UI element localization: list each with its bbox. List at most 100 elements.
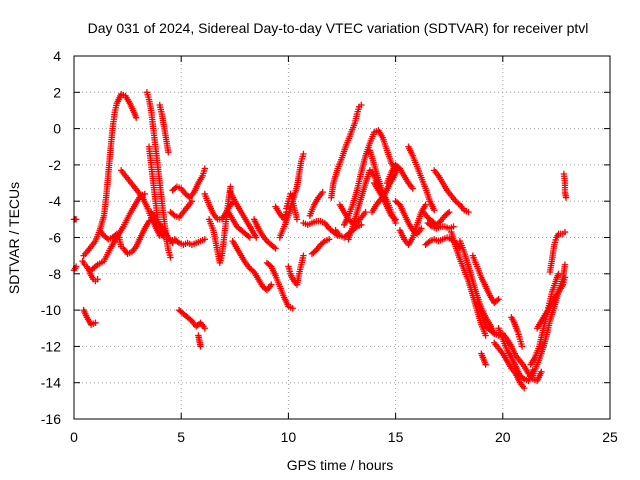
y-tick-label: -12 <box>41 338 61 354</box>
data-point <box>455 200 462 207</box>
data-point <box>92 319 99 327</box>
series-arc-55 <box>491 339 528 392</box>
series-arc-61 <box>546 228 569 276</box>
series-arc-57 <box>508 314 526 350</box>
data-point <box>246 234 254 241</box>
series-arc-25 <box>263 259 296 312</box>
data-point <box>311 248 319 255</box>
data-point <box>352 224 359 232</box>
data-point <box>390 214 398 222</box>
chart-title: Day 031 of 2024, Sidereal Day-to-day VTE… <box>88 20 589 36</box>
series-arc-45 <box>420 208 453 228</box>
y-tick-labels: 4 2 0 -2 -4 -6 -8 -10 -12 -14 -16 <box>41 48 61 427</box>
data-point <box>538 368 545 376</box>
series-arc-36 <box>345 167 382 243</box>
axis-ticks <box>73 55 611 420</box>
data-point <box>170 211 177 218</box>
series-arc-23 <box>229 237 275 294</box>
data-point <box>493 297 501 304</box>
data-point <box>325 236 333 243</box>
data-point <box>450 223 457 230</box>
y-tick-label: -6 <box>49 230 62 246</box>
data-point <box>201 236 208 243</box>
series-arc-49 <box>448 228 489 339</box>
series-arc-37 <box>340 127 399 228</box>
x-tick-label: 15 <box>388 429 404 445</box>
x-tick-label: 25 <box>602 429 618 445</box>
series-arc-22 <box>225 208 254 241</box>
series-arc-51 <box>469 252 502 307</box>
series-arc-05 <box>80 90 140 259</box>
series-arc-62 <box>560 170 570 201</box>
series-arc-44 <box>405 143 438 214</box>
series-arc-32 <box>308 236 333 258</box>
data-point <box>268 281 275 288</box>
data-point <box>174 238 181 245</box>
data-point <box>358 221 365 228</box>
y-tick-label: -10 <box>41 302 61 318</box>
y-tick-label: 4 <box>53 48 61 64</box>
x-tick-label: 5 <box>177 429 185 445</box>
data-point <box>422 201 429 209</box>
data-point <box>465 208 472 216</box>
series-arc-52 <box>473 299 502 339</box>
y-tick-label: -4 <box>49 193 62 209</box>
y-tick-label: 2 <box>53 84 61 100</box>
data-point <box>561 228 569 236</box>
data-point <box>289 305 296 312</box>
data-point <box>489 329 496 336</box>
series-arc-43 <box>396 201 429 248</box>
data-point <box>270 243 278 251</box>
y-axis-title: SDTVAR / TECUs <box>6 182 22 294</box>
data-point <box>94 276 101 283</box>
series-arc-28 <box>276 150 307 241</box>
data-point <box>482 361 489 368</box>
series-arc-39 <box>370 179 399 223</box>
data-point <box>132 114 140 121</box>
data-point <box>435 219 443 226</box>
data-point <box>245 233 252 240</box>
data-point <box>561 274 569 281</box>
series-arc-09 <box>120 216 157 258</box>
data-point <box>392 216 399 223</box>
series-arc-47 <box>430 167 472 216</box>
series-arc-15 <box>167 198 196 221</box>
series-arc-03 <box>80 306 99 328</box>
data-point <box>201 325 208 332</box>
x-axis-title: GPS time / hours <box>287 457 394 473</box>
data-marks <box>70 89 570 392</box>
series-arc-18 <box>195 332 204 350</box>
data-point <box>444 210 451 217</box>
x-tick-label: 20 <box>495 429 511 445</box>
data-point <box>518 343 526 350</box>
series-arc-30 <box>300 217 341 239</box>
series-arc-31 <box>306 188 326 219</box>
data-point <box>187 316 194 323</box>
data-point <box>562 194 570 201</box>
y-tick-label: -8 <box>49 266 62 282</box>
data-point <box>320 239 327 246</box>
data-point <box>362 208 369 216</box>
data-point <box>167 254 174 261</box>
data-point <box>430 207 438 214</box>
series-arc-02 <box>70 263 80 274</box>
data-point <box>272 245 279 252</box>
data-point <box>201 165 208 172</box>
series-arc-16 <box>167 236 208 248</box>
series-arc-29 <box>285 252 307 288</box>
data-point <box>300 150 307 158</box>
data-point <box>427 222 434 229</box>
series-arc-12 <box>147 208 176 247</box>
series-arc-50 <box>456 237 498 337</box>
series-arc-04 <box>79 257 101 285</box>
data-point <box>555 270 562 277</box>
x-tick-label: 0 <box>70 429 78 445</box>
data-point <box>300 252 307 259</box>
data-point <box>358 101 365 109</box>
data-point <box>418 225 425 232</box>
x-tick-label: 10 <box>281 429 297 445</box>
data-point <box>409 185 416 192</box>
series-arc-60 <box>533 274 569 332</box>
series-arc-56 <box>499 330 545 385</box>
